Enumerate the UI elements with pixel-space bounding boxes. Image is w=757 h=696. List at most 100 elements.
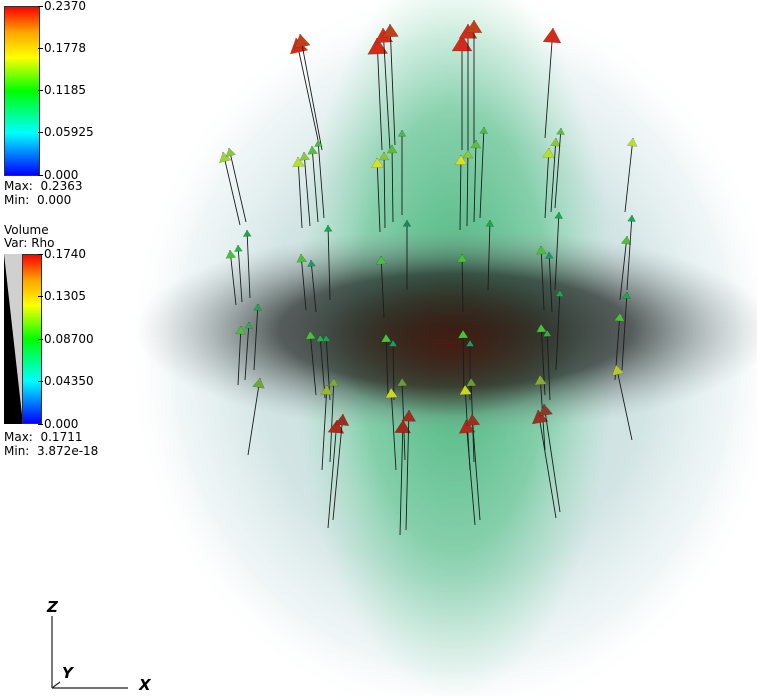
vector-glyph-shaft [479, 126, 485, 219]
vector-glyph-shaft [619, 235, 628, 301]
vector-glyph-arrowhead [627, 214, 636, 222]
vector-glyph-arrowhead [555, 289, 565, 297]
vector-glyph-arrowhead [234, 244, 243, 252]
vector-glyph-arrowhead [378, 151, 390, 161]
vector-glyph-arrowhead [396, 377, 408, 387]
vector-glyph-shaft [317, 139, 325, 219]
vector-glyph-arrowhead [327, 419, 345, 434]
y-axis-line [51, 681, 61, 689]
vector-glyph-arrowhead [538, 403, 554, 417]
vector-glyph-shaft [462, 329, 465, 396]
vector-glyph-arrowhead [314, 139, 323, 147]
vector-glyph-arrowhead [613, 312, 625, 322]
vector-glyph-shaft [389, 23, 396, 146]
vector-glyph-arrowhead [253, 303, 263, 311]
vector-glyph-arrowhead [244, 321, 253, 329]
vector-tick-label: 0.1778 [38, 41, 86, 55]
vector-glyph-shaft [246, 229, 251, 299]
vector-glyph-shaft [399, 419, 404, 536]
vector-glyph-arrowhead [550, 137, 561, 147]
vector-glyph-shaft [327, 224, 331, 301]
vector-glyph-arrowhead [321, 334, 331, 342]
vector-glyph-arrowhead [534, 374, 548, 386]
vector-glyph-shaft [546, 329, 551, 401]
vector-glyph-shaft [332, 413, 344, 521]
vector-glyph-shaft [544, 147, 550, 219]
vector-glyph-shaft [554, 127, 562, 209]
vector-glyph-arrowhead [556, 127, 565, 135]
vector-glyph-arrowhead [541, 147, 555, 159]
vector-glyph-arrowhead [531, 409, 549, 425]
vector-glyph-arrowhead [554, 211, 564, 219]
vector-glyph-shaft [303, 151, 311, 227]
vector-glyph-arrowhead [305, 330, 317, 340]
vector-glyph-shaft [253, 303, 259, 371]
vector-glyph-arrowhead [307, 259, 317, 268]
vector-glyph-shaft [465, 419, 476, 526]
vector-glyph-arrowhead [462, 149, 474, 159]
vector-glyph-arrowhead [622, 291, 632, 299]
vector-max-label: Max: 0.2363 [4, 179, 83, 193]
vector-glyph-shaft [459, 154, 462, 231]
vector-glyph-arrowhead [292, 156, 305, 168]
vector-glyph-arrowhead [535, 245, 547, 255]
vector-color-legend: 0.2370 0.1778 0.1185 0.05925 0.000 Max: … [0, 0, 120, 210]
vector-glyph-shaft [383, 151, 386, 229]
x-axis-label: X [139, 676, 151, 694]
vector-glyph-arrowhead [465, 19, 483, 34]
vector-tick-label: 0.000 [37, 168, 79, 182]
volume-legend-title: Volume [4, 223, 49, 237]
vector-glyph-arrowhead [397, 129, 407, 137]
volume-legend: Volume Var: Rho 0.1740 0.1305 0.08700 0.… [0, 224, 120, 464]
volume-tick-label: 0.1740 [38, 247, 86, 261]
vector-glyph-shaft [461, 253, 464, 313]
vector-glyph-shaft [624, 137, 634, 213]
vector-tick-label: 0.05925 [38, 125, 94, 139]
vector-glyph-shaft [228, 147, 247, 223]
vector-glyph-arrowhead [319, 384, 333, 396]
vector-glyph-arrowhead [454, 154, 468, 165]
volume-tick-label: 0.04350 [38, 374, 94, 388]
vector-glyphs [218, 19, 638, 536]
volume-tick-label: 0.08700 [38, 332, 94, 346]
vector-glyph-shaft [554, 211, 560, 291]
vector-colorbar [4, 6, 40, 176]
vector-glyph-arrowhead [611, 364, 625, 376]
vector-glyph-shaft [466, 149, 469, 227]
vector-glyph-arrowhead [544, 251, 554, 259]
vector-glyph-shaft [247, 377, 261, 456]
volume-min-label: Min: 3.872e-18 [4, 444, 99, 458]
vector-glyph-shaft [626, 214, 633, 291]
vector-glyph-arrowhead [485, 219, 495, 227]
vector-glyph-shaft [311, 145, 319, 223]
vector-glyph-shaft [237, 244, 243, 303]
axes-triad [51, 616, 128, 689]
vector-glyph-arrowhead [465, 339, 475, 347]
vector-glyph-arrowhead [465, 413, 481, 426]
vector-glyph-shaft [237, 325, 242, 386]
vector-glyph-shaft [309, 330, 317, 396]
vector-glyph-arrowhead [536, 323, 547, 333]
vector-glyph-arrowhead [380, 333, 392, 343]
vector-glyph-arrowhead [620, 235, 632, 245]
vector-glyph-arrowhead [388, 339, 398, 347]
vector-glyph-arrowhead [542, 329, 552, 337]
volume-max-label: Max: 0.1711 [4, 430, 83, 444]
volume-tick-label: 0.000 [37, 417, 79, 431]
vector-glyph-shaft [548, 251, 553, 313]
vector-glyph-arrowhead [386, 144, 398, 154]
y-axis-label: Y [62, 664, 73, 682]
vector-glyph-shaft [382, 27, 391, 151]
vector-glyph-arrowhead [328, 377, 340, 387]
vector-glyph-shaft [391, 144, 394, 223]
vector-glyph-shaft [319, 334, 326, 399]
vector-glyph-shaft [540, 245, 545, 311]
volume-var-label: Var: Rho [4, 236, 55, 250]
vector-glyph-arrowhead [334, 413, 350, 427]
vector-glyph-arrowhead [225, 249, 237, 259]
vector-glyph-shaft [327, 419, 338, 529]
vector-glyph-arrowhead [375, 255, 387, 265]
z-axis-label: Z [47, 598, 58, 616]
